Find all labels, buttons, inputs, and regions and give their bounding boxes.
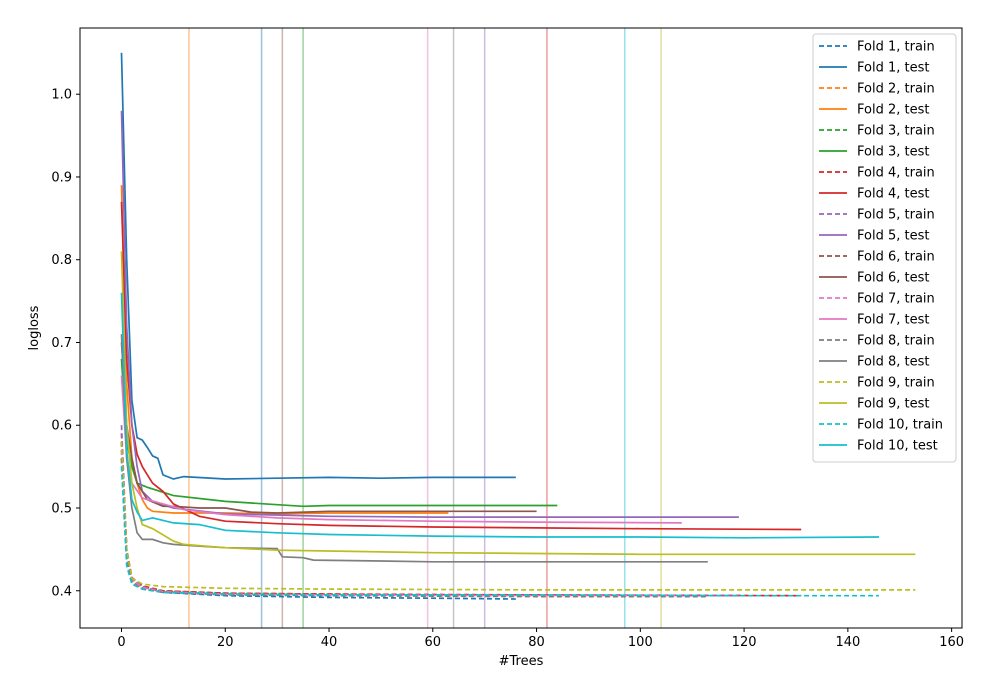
legend-entry: Fold 7, test (857, 313, 929, 328)
x-tick-label: 140 (835, 635, 860, 650)
legend-entry: Fold 4, train (857, 166, 935, 181)
series-line-11 (120, 441, 537, 597)
legend-entry: Fold 4, test (857, 187, 929, 202)
y-tick-label: 0.5 (51, 502, 72, 517)
legend-entry: Fold 9, train (857, 376, 935, 391)
series-line-6 (120, 358, 558, 508)
legend-box (812, 33, 957, 463)
legend-entry: Fold 2, train (857, 82, 935, 97)
legend-entry: Fold 8, train (857, 334, 935, 349)
x-tick-label: 80 (528, 635, 545, 650)
y-tick-label: 0.8 (51, 253, 72, 268)
legend-entry: Fold 7, train (857, 292, 935, 307)
x-tick-label: 20 (217, 635, 234, 650)
series-line-2 (120, 52, 516, 480)
best-iteration-lines (188, 28, 662, 628)
y-tick-label: 0.6 (51, 419, 72, 434)
y-axis-label: logloss (27, 305, 42, 350)
series-line-14 (120, 375, 682, 524)
legend-entry: Fold 5, train (857, 208, 935, 223)
series-group (120, 52, 916, 600)
y-tick-label: 0.4 (51, 584, 72, 599)
legend-entry: Fold 2, test (857, 103, 929, 118)
x-tick-label: 0 (117, 635, 125, 650)
plot-frame (79, 27, 963, 629)
series-line-20 (120, 292, 880, 539)
legend-entry: Fold 8, test (857, 355, 929, 370)
series-line-17 (120, 441, 916, 591)
x-axis-label: #Trees (499, 654, 544, 669)
legend-entry: Fold 10, test (857, 439, 938, 454)
y-axis-ticks: 0.4 0.5 0.6 0.7 0.8 0.9 1.0 (51, 88, 80, 599)
legend-entry: Fold 1, train (857, 40, 935, 55)
legend-entry: Fold 6, test (857, 271, 929, 286)
x-tick-label: 60 (425, 635, 442, 650)
legend: Fold 1, train Fold 1, test Fold 2, train Fo… (812, 33, 957, 463)
x-axis-ticks: 0 20 40 60 80 100 120 140 160 (117, 628, 964, 650)
x-tick-label: 100 (628, 635, 653, 650)
legend-entry: Fold 1, test (857, 61, 929, 76)
series-line-4 (120, 185, 449, 515)
legend-entry: Fold 9, test (857, 397, 929, 412)
series-line-15 (120, 458, 708, 598)
y-tick-label: 0.9 (51, 170, 72, 185)
legend-entry: Fold 6, train (857, 250, 935, 265)
legend-entry: Fold 5, test (857, 229, 929, 244)
legend-entry: Fold 3, test (857, 145, 929, 160)
y-tick-label: 1.0 (51, 88, 72, 103)
legend-entry: Fold 3, train (857, 124, 935, 139)
series-line-10 (120, 110, 739, 518)
x-tick-label: 40 (321, 635, 338, 650)
x-tick-label: 120 (732, 635, 757, 650)
y-tick-label: 0.7 (51, 336, 72, 351)
series-line-18 (120, 251, 916, 556)
x-tick-label: 160 (939, 635, 964, 650)
series-line-1 (120, 441, 516, 600)
series-line-12 (120, 342, 537, 514)
series-line-19 (120, 466, 879, 597)
legend-entry: Fold 10, train (857, 418, 943, 433)
series-line-8 (120, 201, 802, 531)
